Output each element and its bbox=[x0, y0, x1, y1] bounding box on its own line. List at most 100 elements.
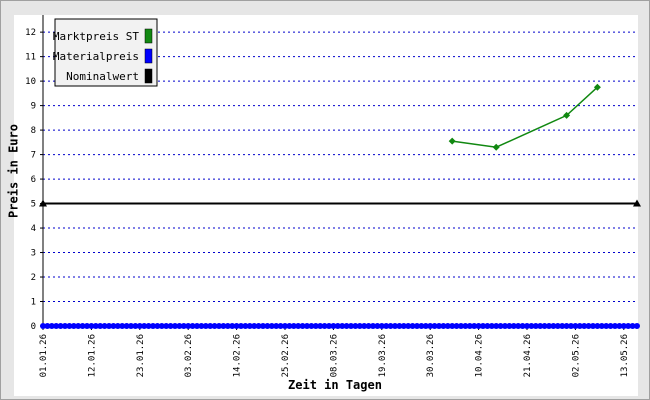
data-point bbox=[554, 323, 561, 329]
data-point bbox=[295, 323, 302, 329]
y-tick-label: 1 bbox=[31, 298, 36, 308]
data-point bbox=[620, 323, 627, 329]
data-point bbox=[414, 323, 420, 329]
data-point bbox=[524, 323, 530, 329]
x-tick-label: 13.05.26 bbox=[620, 334, 630, 377]
data-point bbox=[260, 323, 266, 329]
data-point bbox=[537, 323, 544, 329]
legend-box bbox=[54, 18, 158, 87]
data-point bbox=[598, 323, 605, 329]
data-point bbox=[581, 323, 588, 329]
y-tick-label: 10 bbox=[25, 77, 36, 87]
data-point bbox=[114, 323, 121, 329]
data-point bbox=[264, 323, 271, 329]
y-tick-label: 6 bbox=[31, 175, 36, 185]
data-point bbox=[519, 323, 526, 329]
data-point bbox=[304, 323, 310, 329]
data-point bbox=[273, 323, 280, 329]
data-point bbox=[216, 323, 222, 329]
data-point bbox=[97, 323, 104, 329]
data-point bbox=[150, 323, 156, 329]
data-point bbox=[255, 323, 262, 329]
data-point bbox=[233, 323, 240, 329]
data-point bbox=[229, 323, 236, 329]
data-point bbox=[603, 323, 610, 329]
data-point bbox=[392, 323, 398, 329]
data-point bbox=[405, 323, 412, 329]
data-point bbox=[400, 323, 407, 329]
legend-swatch bbox=[144, 48, 153, 64]
data-point bbox=[79, 323, 86, 329]
data-point bbox=[532, 323, 539, 329]
data-point bbox=[66, 323, 73, 329]
data-point bbox=[308, 323, 315, 329]
data-point bbox=[629, 323, 636, 329]
data-point bbox=[541, 323, 548, 329]
data-point bbox=[506, 323, 513, 329]
data-point bbox=[383, 323, 390, 329]
data-point bbox=[48, 323, 55, 329]
data-point bbox=[374, 323, 381, 329]
data-point bbox=[633, 199, 641, 207]
data-point bbox=[448, 137, 456, 145]
data-point bbox=[625, 323, 632, 329]
data-point bbox=[334, 323, 341, 329]
y-tick-label: 12 bbox=[25, 28, 36, 38]
data-point bbox=[515, 323, 522, 329]
data-point bbox=[590, 323, 596, 329]
data-point bbox=[568, 323, 574, 329]
data-point bbox=[436, 323, 442, 329]
data-point bbox=[312, 323, 319, 329]
data-point bbox=[70, 323, 77, 329]
data-point bbox=[62, 323, 68, 329]
data-point bbox=[488, 323, 495, 329]
data-point bbox=[348, 323, 354, 329]
data-point bbox=[172, 323, 178, 329]
y-tick-label: 5 bbox=[31, 200, 36, 210]
data-point bbox=[132, 323, 139, 329]
data-point bbox=[158, 323, 165, 329]
data-point bbox=[246, 323, 253, 329]
data-point bbox=[449, 323, 456, 329]
legend-label: Nominalwert bbox=[66, 70, 139, 83]
data-point bbox=[290, 323, 297, 329]
data-point bbox=[378, 323, 385, 329]
data-point bbox=[422, 323, 429, 329]
x-tick-label: 01.01.26 bbox=[39, 334, 49, 377]
data-point bbox=[277, 323, 284, 329]
data-point bbox=[326, 323, 332, 329]
x-tick-label: 30.03.26 bbox=[426, 334, 436, 377]
x-tick-label: 08.03.26 bbox=[329, 334, 339, 377]
data-point bbox=[128, 323, 134, 329]
data-point bbox=[75, 323, 82, 329]
legend: Marktpreis ST Materialpreis Nominalwert bbox=[53, 18, 158, 87]
data-point bbox=[84, 323, 90, 329]
data-point bbox=[418, 323, 425, 329]
data-point bbox=[123, 323, 130, 329]
data-point bbox=[286, 323, 293, 329]
data-point bbox=[497, 323, 504, 329]
data-point bbox=[141, 323, 148, 329]
data-point bbox=[299, 323, 306, 329]
data-point bbox=[154, 323, 161, 329]
x-axis-label: Zeit in Tagen bbox=[288, 378, 382, 392]
data-point bbox=[39, 199, 47, 207]
data-point bbox=[110, 323, 117, 329]
data-point bbox=[444, 323, 451, 329]
legend-swatch bbox=[144, 68, 153, 84]
data-point bbox=[370, 323, 376, 329]
data-point bbox=[136, 323, 143, 329]
data-point bbox=[458, 323, 464, 329]
data-point bbox=[238, 323, 244, 329]
x-tick-label: 10.04.26 bbox=[475, 334, 485, 377]
data-point bbox=[180, 323, 187, 329]
series-line bbox=[452, 86, 598, 149]
data-point bbox=[616, 323, 623, 329]
x-tick-label: 21.04.26 bbox=[523, 334, 533, 377]
data-point bbox=[634, 323, 640, 329]
data-point bbox=[453, 323, 460, 329]
data-point bbox=[101, 323, 108, 329]
data-point bbox=[396, 323, 403, 329]
data-point bbox=[563, 111, 571, 119]
